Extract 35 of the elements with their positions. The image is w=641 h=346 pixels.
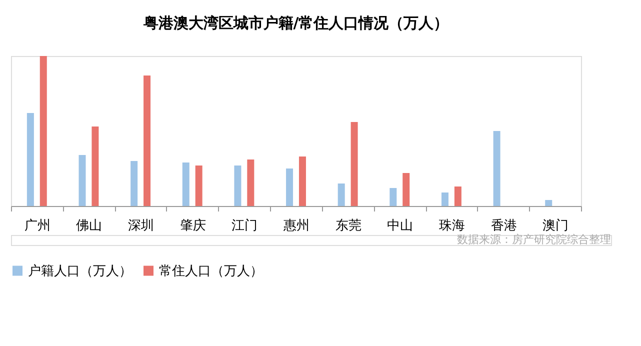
x-tick-label: 广州 xyxy=(24,218,50,234)
bar xyxy=(26,113,34,206)
x-tick-label: 江门 xyxy=(232,218,258,234)
bar xyxy=(286,168,294,206)
bar xyxy=(298,156,306,206)
x-tick-label: 澳门 xyxy=(542,218,569,234)
bar xyxy=(78,155,86,206)
bar xyxy=(247,160,254,206)
bar xyxy=(182,162,190,206)
bar xyxy=(441,192,448,206)
x-tick-label: 东莞 xyxy=(335,218,362,234)
bar xyxy=(350,122,358,206)
x-tick-label: 肇庆 xyxy=(180,218,206,234)
bar xyxy=(144,76,151,206)
bar xyxy=(234,166,242,206)
bar xyxy=(338,184,345,206)
bar xyxy=(545,200,552,206)
x-tick-label: 香港 xyxy=(490,218,517,234)
bar xyxy=(493,131,500,206)
bar xyxy=(402,173,410,206)
legend-label: 常住人口（万人） xyxy=(159,264,263,279)
chart-title: 粤港澳大湾区城市户籍/常住人口情况（万人） xyxy=(142,14,449,32)
bar xyxy=(454,186,462,206)
bar xyxy=(195,166,202,206)
bar xyxy=(40,56,47,206)
source-note: 数据来源：房产研究院综合整理 xyxy=(457,233,611,246)
x-tick-label: 中山 xyxy=(387,218,414,234)
x-tick-label: 珠海 xyxy=(438,218,465,234)
legend-label: 户籍人口（万人） xyxy=(28,264,132,279)
bar xyxy=(130,161,138,206)
x-tick-label: 深圳 xyxy=(128,218,154,234)
x-tick-label: 惠州 xyxy=(282,218,310,234)
bar xyxy=(390,188,397,206)
bar xyxy=(92,126,99,206)
x-tick-label: 佛山 xyxy=(76,218,102,234)
